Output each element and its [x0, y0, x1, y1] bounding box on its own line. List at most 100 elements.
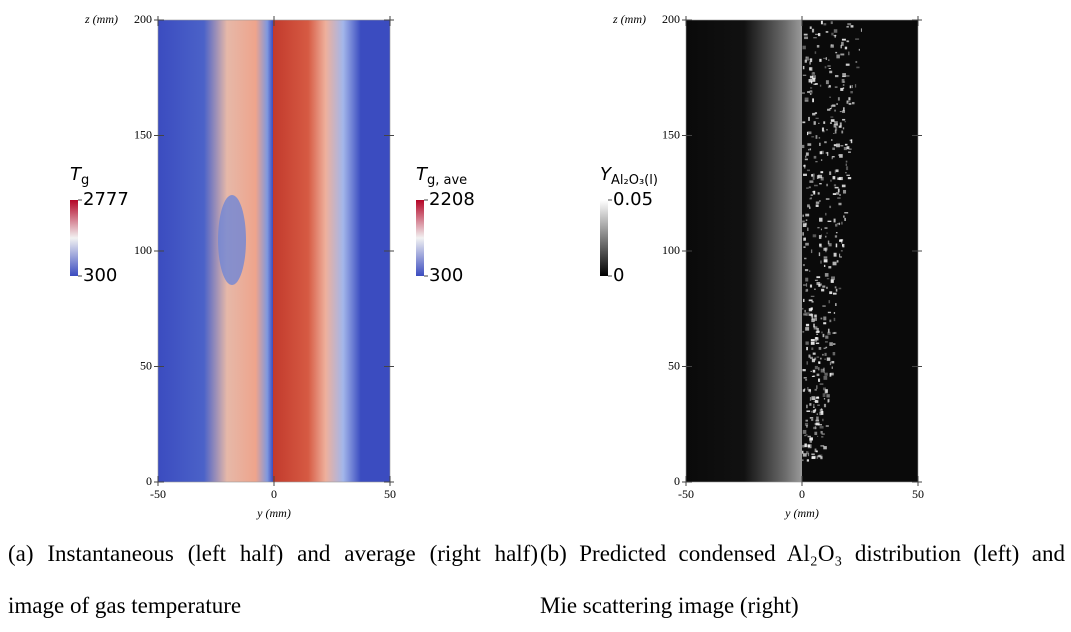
speckle [843, 127, 844, 129]
y-tick-label: 100 [134, 243, 152, 257]
speckle [816, 135, 818, 139]
speckle [810, 90, 812, 92]
speckle [838, 189, 840, 193]
speckle [825, 213, 827, 216]
subscript: Al₂O₃(l) [611, 173, 658, 188]
speckle [832, 148, 835, 150]
speckle [827, 65, 830, 66]
speckle [824, 256, 828, 258]
speckle [833, 343, 835, 344]
speckle [808, 149, 809, 151]
colorbar-min: 0 [613, 265, 624, 286]
speckle [828, 312, 831, 313]
speckle [825, 273, 829, 277]
speckle [812, 113, 815, 116]
speckle [842, 244, 844, 247]
speckle [835, 303, 836, 306]
speckle [835, 170, 836, 174]
speckle [806, 451, 808, 454]
speckle [812, 301, 814, 302]
speckle [831, 361, 834, 363]
speckle [859, 49, 860, 51]
speckle [813, 324, 815, 328]
speckle [806, 434, 808, 436]
speckle [803, 174, 807, 176]
speckle [811, 411, 813, 413]
speckle [818, 192, 820, 194]
speckle [820, 260, 822, 263]
speckle [811, 342, 815, 345]
speckle [806, 324, 809, 326]
speckle [815, 161, 817, 162]
speckle [810, 61, 811, 64]
speckle [821, 318, 823, 320]
speckle [834, 312, 835, 314]
speckle [811, 249, 812, 253]
speckle [818, 367, 819, 370]
speckle [831, 44, 832, 45]
speckle [818, 361, 820, 364]
speckle [821, 369, 824, 373]
speckle [810, 417, 813, 418]
speckle [816, 343, 819, 344]
speckle [834, 253, 837, 257]
speckle [809, 59, 812, 61]
speckle [813, 174, 815, 177]
speckle [850, 91, 853, 93]
speckle [821, 229, 822, 231]
speckle [805, 156, 806, 158]
speckle [820, 85, 821, 87]
speckle [826, 232, 827, 233]
speckle [841, 222, 842, 225]
speckle [836, 55, 840, 59]
speckle [824, 259, 828, 262]
speckle [833, 352, 836, 355]
speckle [836, 192, 839, 195]
speckle [846, 41, 848, 42]
speckle [833, 133, 834, 134]
speckle [804, 258, 806, 259]
speckle [827, 109, 830, 111]
speckle [827, 357, 830, 360]
speckle [816, 385, 817, 389]
speckle [819, 143, 821, 146]
speckle [808, 117, 810, 121]
speckle [831, 279, 834, 282]
speckle [829, 300, 831, 303]
speckle [850, 85, 851, 88]
speckle [843, 215, 845, 217]
speckle [841, 242, 842, 244]
speckle [829, 97, 831, 98]
speckle [816, 420, 820, 422]
speckle [851, 139, 852, 143]
speckle [806, 283, 807, 286]
speckle [826, 394, 829, 397]
x-axis-label: y (mm) [784, 506, 819, 520]
speckle [834, 144, 837, 146]
speckle [802, 145, 804, 148]
speckle [825, 247, 828, 250]
speckle [813, 404, 814, 407]
speckle [842, 185, 846, 188]
x-tick-label: 0 [271, 487, 277, 501]
speckle [807, 132, 808, 135]
speckle [830, 116, 833, 117]
speckle [806, 410, 810, 411]
speckle [812, 29, 814, 33]
colorbar [416, 200, 424, 276]
speckle [814, 156, 817, 159]
speckle [848, 97, 850, 100]
speckle [805, 341, 808, 344]
speckle [814, 315, 817, 318]
speckle [824, 398, 825, 399]
speckle [816, 202, 819, 204]
speckle [844, 212, 848, 213]
speckle [847, 146, 850, 149]
speckle [830, 373, 834, 376]
speckle [845, 121, 847, 122]
speckle [827, 152, 828, 156]
speckle [823, 121, 825, 124]
speckle [826, 425, 829, 427]
speckle [839, 177, 843, 180]
speckle [838, 154, 839, 155]
